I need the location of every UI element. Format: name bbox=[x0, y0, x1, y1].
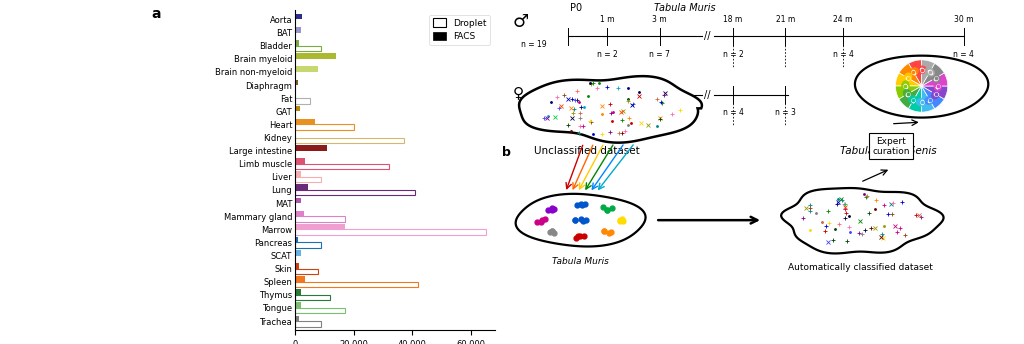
Legend: Droplet, FACS: Droplet, FACS bbox=[429, 15, 490, 45]
Text: n = 4: n = 4 bbox=[953, 50, 974, 59]
Ellipse shape bbox=[903, 89, 911, 99]
Bar bbox=[295, 197, 301, 203]
Polygon shape bbox=[781, 188, 943, 254]
Text: n = 7: n = 7 bbox=[649, 50, 670, 59]
Text: P0: P0 bbox=[570, 3, 583, 13]
Bar bbox=[295, 302, 301, 308]
Bar bbox=[295, 40, 299, 46]
Text: 24 m: 24 m bbox=[834, 15, 853, 24]
Wedge shape bbox=[895, 86, 922, 99]
Ellipse shape bbox=[909, 68, 919, 76]
Bar bbox=[295, 308, 345, 313]
Text: Tabula Muris: Tabula Muris bbox=[552, 257, 609, 266]
Text: 30 m: 30 m bbox=[954, 15, 974, 24]
Text: //: // bbox=[705, 89, 711, 100]
Bar bbox=[295, 269, 318, 274]
Bar bbox=[295, 158, 305, 164]
Bar bbox=[295, 276, 305, 282]
Ellipse shape bbox=[932, 89, 940, 99]
Ellipse shape bbox=[925, 68, 934, 76]
Text: Automatically classified dataset: Automatically classified dataset bbox=[787, 263, 933, 272]
Bar bbox=[295, 106, 300, 111]
Bar bbox=[295, 224, 345, 229]
Text: n = 3: n = 3 bbox=[775, 108, 796, 117]
Bar bbox=[295, 79, 298, 85]
Text: n = 19: n = 19 bbox=[521, 40, 547, 49]
Ellipse shape bbox=[909, 96, 919, 104]
Wedge shape bbox=[899, 86, 922, 109]
Bar bbox=[295, 53, 336, 59]
Bar bbox=[295, 282, 418, 287]
Bar bbox=[295, 216, 345, 222]
Bar bbox=[295, 98, 309, 104]
Polygon shape bbox=[516, 194, 645, 247]
Text: 21 m: 21 m bbox=[776, 15, 795, 24]
Text: Tabula Muris Senis: Tabula Muris Senis bbox=[841, 146, 937, 156]
Bar bbox=[295, 295, 330, 300]
Text: a: a bbox=[152, 7, 161, 21]
Text: //: // bbox=[705, 31, 711, 41]
Bar bbox=[295, 119, 315, 125]
Bar bbox=[295, 46, 322, 51]
Ellipse shape bbox=[932, 73, 940, 83]
Wedge shape bbox=[922, 73, 948, 86]
Text: n = 4: n = 4 bbox=[723, 108, 743, 117]
Text: ♀: ♀ bbox=[513, 85, 524, 100]
Text: n = 2: n = 2 bbox=[597, 50, 617, 59]
Text: Unclassified dataset: Unclassified dataset bbox=[534, 146, 640, 156]
Wedge shape bbox=[908, 60, 922, 86]
Text: n = 4: n = 4 bbox=[649, 108, 670, 117]
Text: n = 11: n = 11 bbox=[521, 98, 547, 107]
Bar bbox=[295, 164, 389, 169]
Ellipse shape bbox=[925, 96, 934, 104]
Wedge shape bbox=[922, 63, 944, 86]
Bar bbox=[295, 315, 299, 321]
Ellipse shape bbox=[916, 66, 927, 74]
Text: 1 m: 1 m bbox=[600, 15, 614, 24]
Wedge shape bbox=[922, 86, 948, 99]
Bar bbox=[295, 177, 322, 182]
Wedge shape bbox=[922, 86, 935, 112]
Bar bbox=[295, 145, 328, 151]
Ellipse shape bbox=[916, 98, 927, 106]
Bar bbox=[295, 184, 308, 190]
Polygon shape bbox=[855, 56, 988, 118]
Wedge shape bbox=[899, 63, 922, 86]
Text: ♂: ♂ bbox=[513, 13, 529, 31]
Wedge shape bbox=[895, 73, 922, 86]
Bar bbox=[295, 211, 304, 216]
Text: n = 4: n = 4 bbox=[833, 50, 854, 59]
Bar bbox=[295, 321, 322, 326]
Text: Tabula Muris: Tabula Muris bbox=[654, 3, 716, 13]
Bar bbox=[295, 125, 353, 130]
Bar bbox=[295, 66, 318, 72]
Text: b: b bbox=[503, 146, 511, 159]
Bar bbox=[295, 250, 301, 256]
Bar bbox=[295, 263, 299, 269]
Ellipse shape bbox=[934, 81, 941, 91]
Bar bbox=[295, 237, 298, 243]
Ellipse shape bbox=[903, 73, 911, 83]
Bar bbox=[295, 14, 302, 20]
Wedge shape bbox=[922, 86, 944, 109]
Text: 18 m: 18 m bbox=[723, 15, 742, 24]
Text: n = 2: n = 2 bbox=[723, 50, 743, 59]
Wedge shape bbox=[922, 60, 935, 86]
Bar bbox=[295, 289, 301, 295]
Bar bbox=[295, 27, 301, 33]
Wedge shape bbox=[908, 86, 922, 112]
Text: 3 m: 3 m bbox=[652, 15, 667, 24]
Bar bbox=[295, 190, 416, 195]
Bar bbox=[295, 171, 301, 177]
Bar bbox=[295, 138, 403, 143]
Text: Expert
curation: Expert curation bbox=[872, 137, 909, 156]
Bar bbox=[295, 243, 322, 248]
Ellipse shape bbox=[902, 81, 909, 91]
Bar bbox=[295, 229, 485, 235]
Polygon shape bbox=[519, 76, 701, 143]
